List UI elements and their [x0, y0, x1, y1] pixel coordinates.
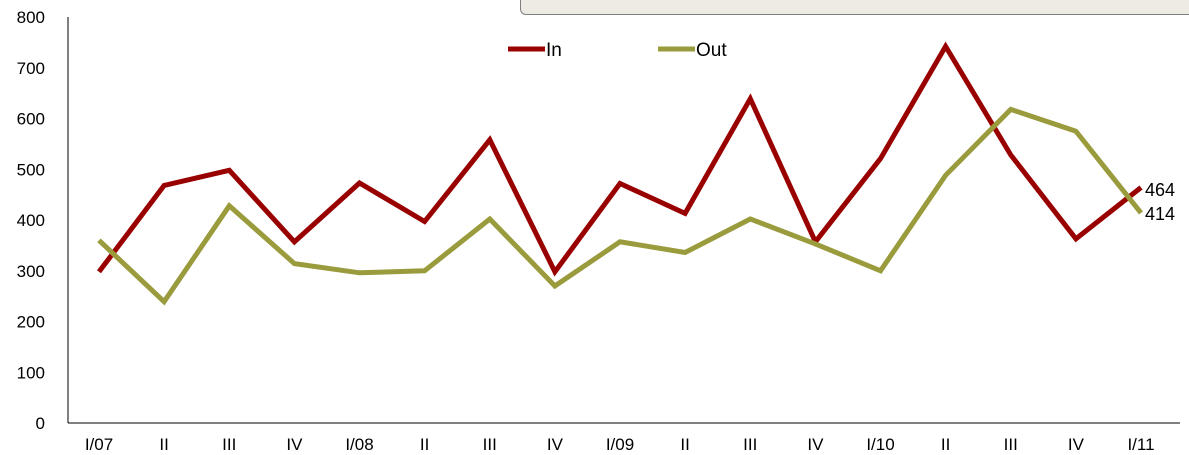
legend-label-in: In: [546, 40, 562, 61]
x-tick-label: IV: [807, 435, 824, 454]
note-box: [520, 0, 1189, 15]
x-tick-label: IV: [286, 435, 303, 454]
series-lines: [97, 41, 1143, 306]
x-axis-ticks: I/07 II III IV I/08 II III IV I/09 II III IV I/10 II I…: [85, 435, 1155, 454]
series-line-out: [97, 106, 1143, 306]
x-tick-label: III: [222, 435, 236, 454]
y-axis-ticks: 0 100 200 300 400 500 600 700 800: [17, 8, 45, 433]
end-label-out: 414: [1145, 204, 1175, 224]
x-tick-label: II: [420, 435, 429, 454]
y-tick-label: 300: [17, 262, 45, 281]
x-tick-label: IV: [547, 435, 564, 454]
x-tick-label: I/08: [345, 435, 373, 454]
end-label-in: 464: [1145, 180, 1175, 200]
x-tick-label: I/07: [85, 435, 113, 454]
legend-label-out: Out: [696, 40, 727, 61]
y-tick-label: 800: [17, 8, 45, 27]
x-tick-label: III: [1004, 435, 1018, 454]
x-tick-label: III: [483, 435, 497, 454]
y-tick-label: 700: [17, 59, 45, 78]
x-tick-label: II: [941, 435, 950, 454]
x-tick-label: I/11: [1127, 435, 1154, 454]
x-tick-label: III: [743, 435, 757, 454]
x-tick-label: II: [680, 435, 689, 454]
y-tick-label: 600: [17, 110, 45, 129]
y-tick-label: 0: [36, 414, 45, 433]
legend: In Out: [508, 40, 727, 61]
y-tick-label: 200: [17, 313, 45, 332]
x-tick-label: I/09: [606, 435, 634, 454]
y-tick-label: 100: [17, 363, 45, 382]
x-tick-label: IV: [1068, 435, 1085, 454]
series-line-in: [97, 41, 1143, 277]
x-tick-label: II: [159, 435, 168, 454]
x-tick-label: I/10: [866, 435, 894, 454]
y-tick-label: 400: [17, 211, 45, 230]
y-tick-label: 500: [17, 160, 45, 179]
